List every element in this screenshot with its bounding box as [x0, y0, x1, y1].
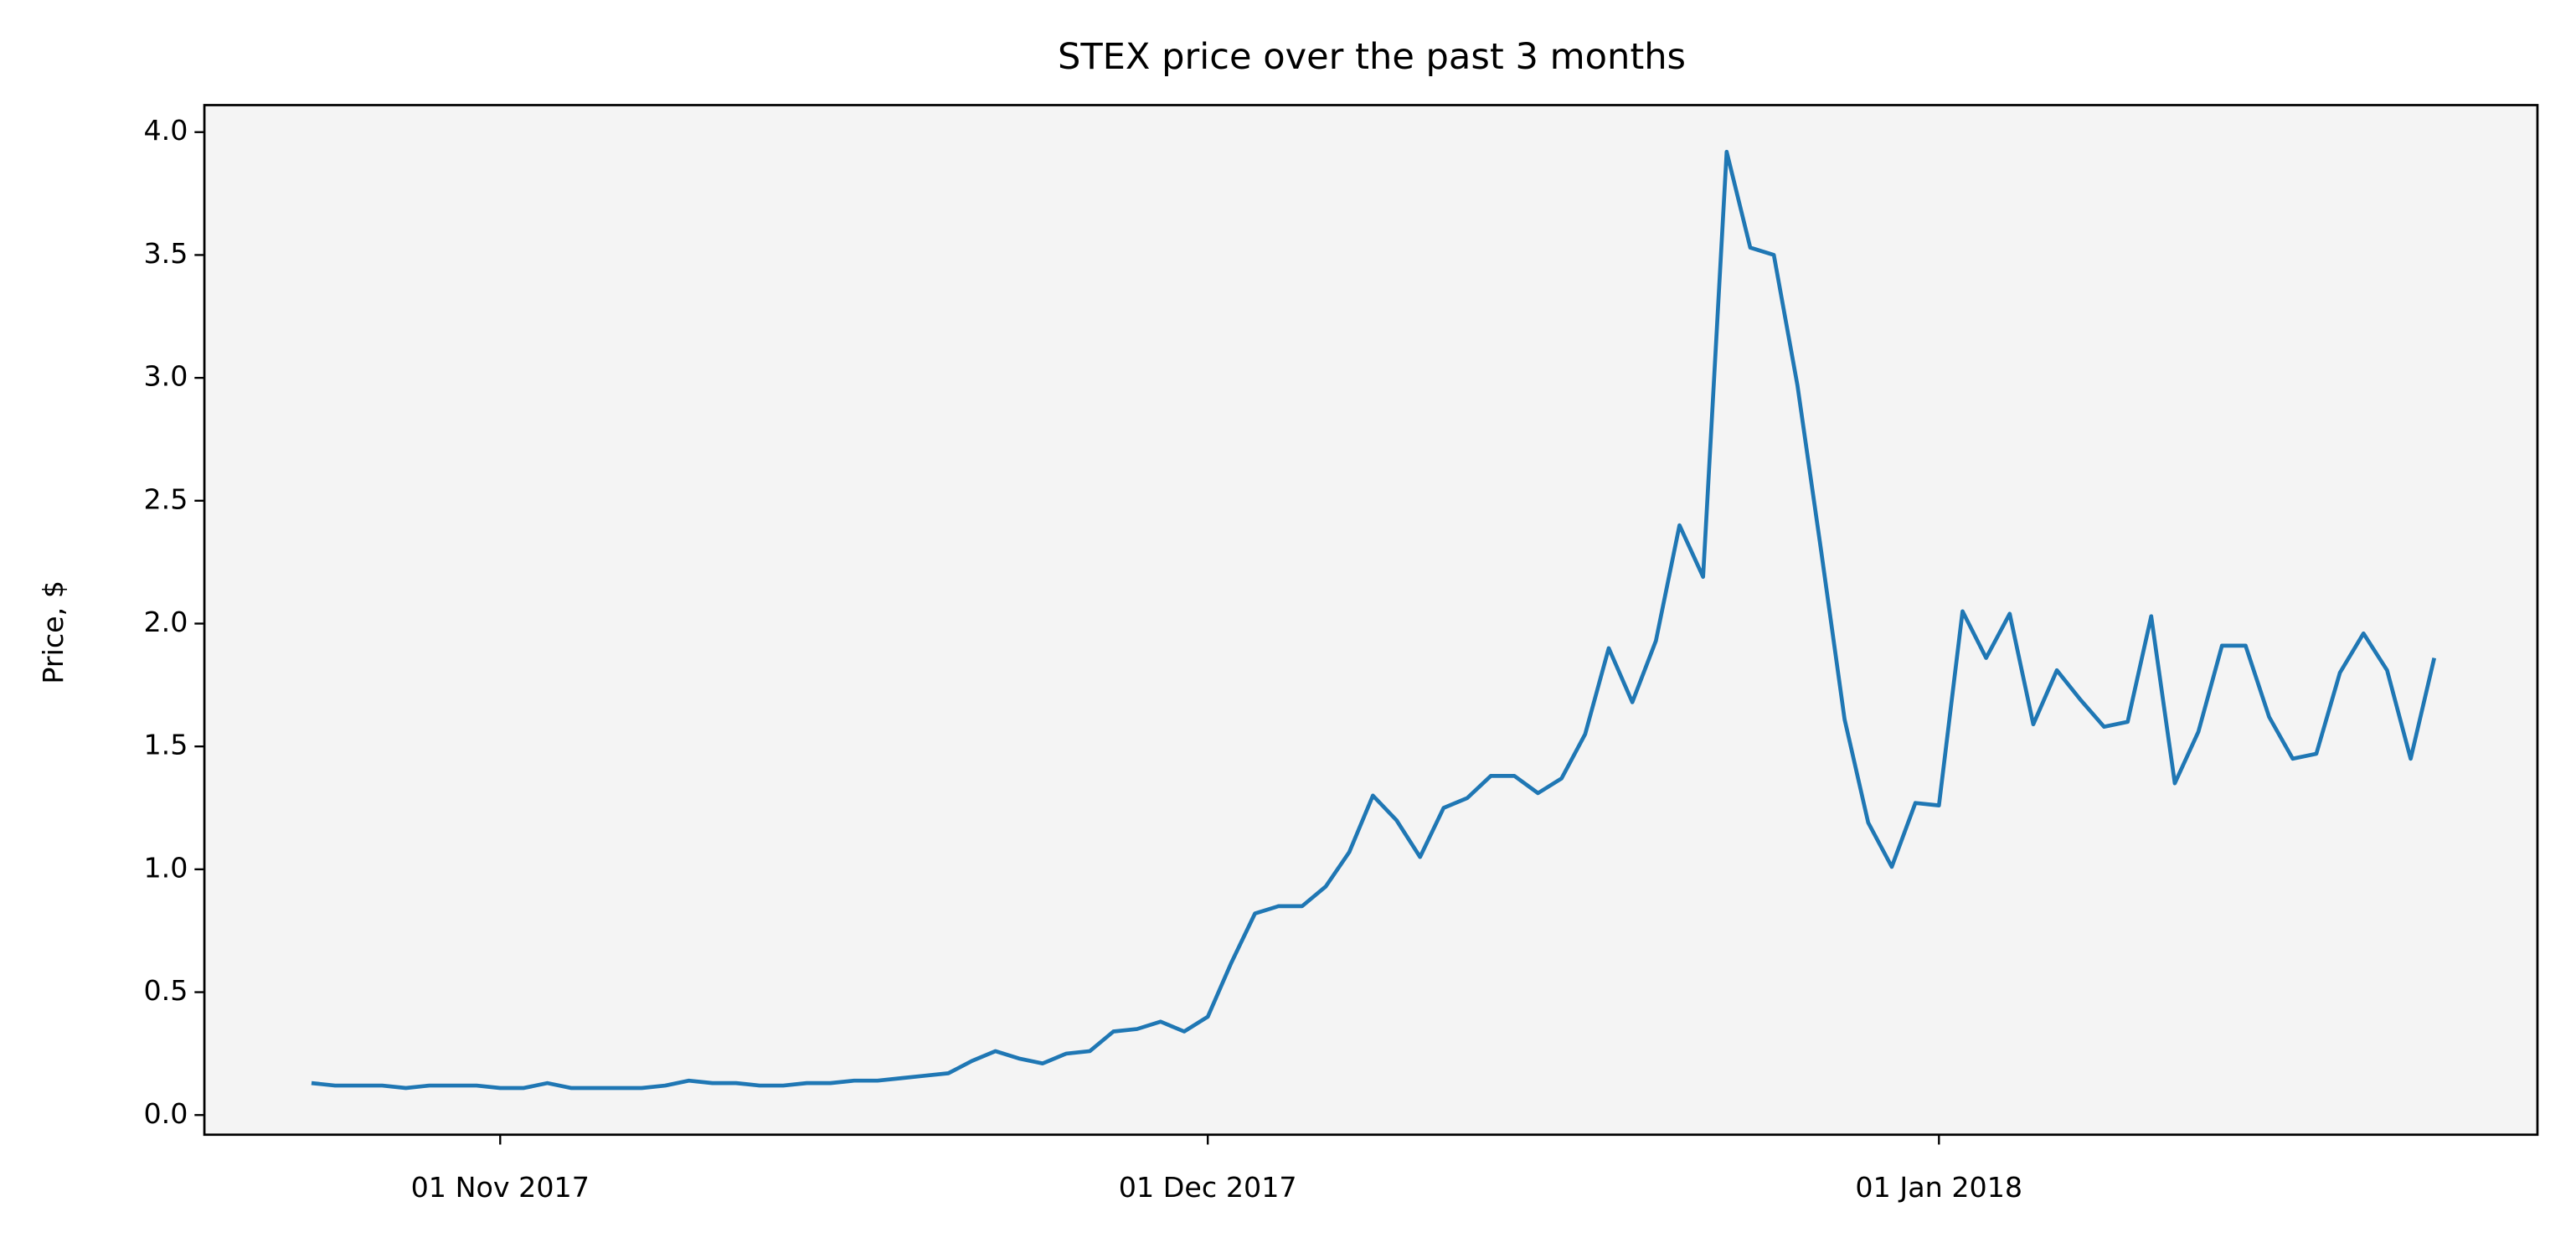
- y-tick-label: 2.0: [143, 606, 188, 638]
- y-tick-label: 2.5: [143, 482, 188, 515]
- x-tick-label: 01 Jan 2018: [1855, 1171, 2022, 1204]
- chart-title: STEX price over the past 3 months: [1058, 36, 1686, 78]
- x-tick-label: 01 Nov 2017: [411, 1171, 590, 1204]
- plot-frame: [203, 104, 2539, 1137]
- y-tick-label: 0.5: [143, 974, 188, 1007]
- y-tick-label: 1.5: [143, 729, 188, 761]
- plot-area: [204, 105, 2537, 1135]
- price-line: [311, 149, 2437, 1091]
- y-tick-label: 1.0: [143, 851, 188, 884]
- y-tick-label: 3.5: [143, 237, 188, 270]
- y-tick-label: 4.0: [143, 114, 188, 147]
- y-axis-label: Price, $: [37, 580, 70, 684]
- x-tick-label: 01 Dec 2017: [1119, 1171, 1297, 1204]
- y-tick-label: 0.0: [143, 1097, 188, 1130]
- y-tick-label: 3.0: [143, 360, 188, 393]
